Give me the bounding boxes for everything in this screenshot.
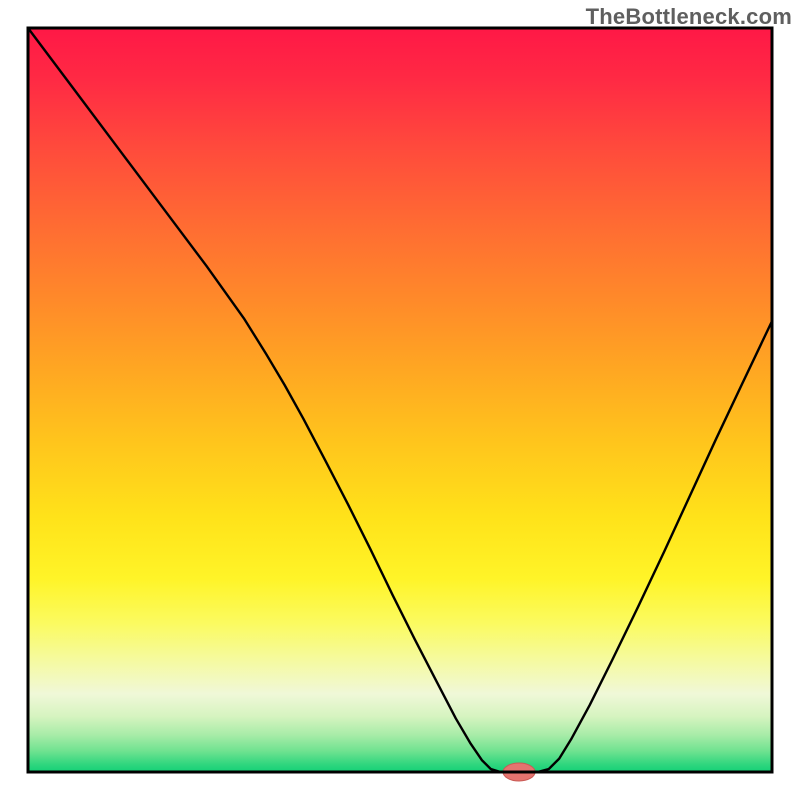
chart-background-gradient xyxy=(28,28,772,772)
bottleneck-chart xyxy=(0,0,800,800)
watermark-text: TheBottleneck.com xyxy=(586,4,792,30)
